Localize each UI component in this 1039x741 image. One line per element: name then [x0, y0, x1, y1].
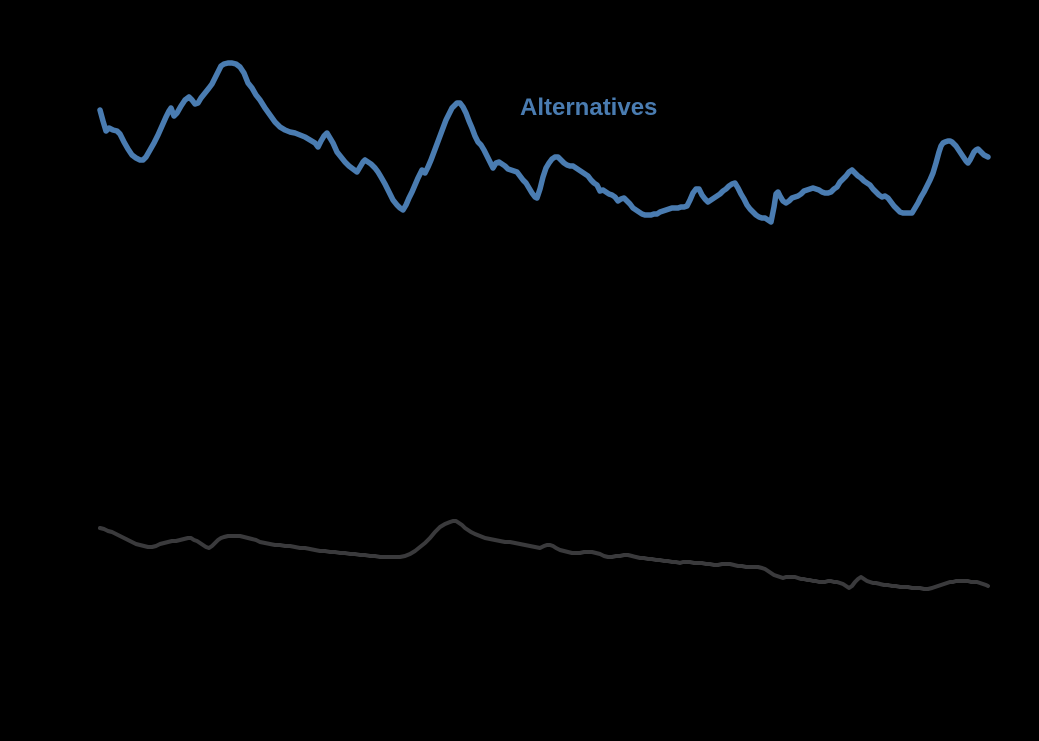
unlabeled-dark-line [98, 519, 990, 591]
alternatives-line [97, 60, 991, 225]
alternatives-series-label: Alternatives [520, 94, 658, 121]
